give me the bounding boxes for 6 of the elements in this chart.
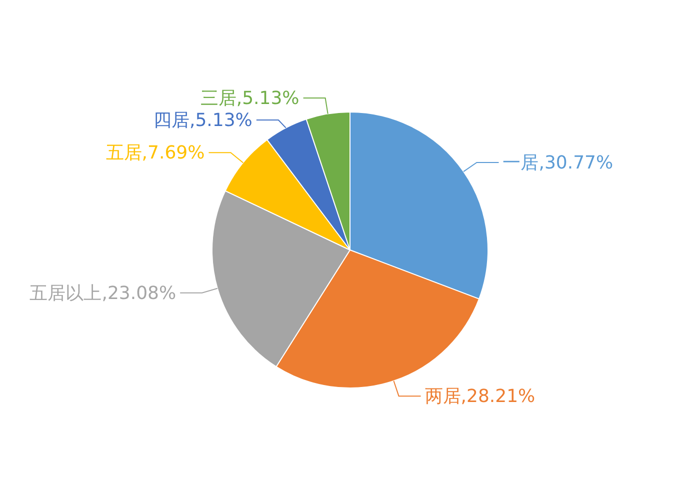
slice-label: 五居,7.69% — [106, 142, 205, 164]
slice-label: 四居,5.13% — [154, 110, 252, 131]
slice-label: 五居以上,23.08% — [30, 282, 176, 304]
slice-label: 三居,5.13% — [200, 88, 300, 109]
slice-label: 一居,30.77% — [502, 152, 614, 174]
slice-label: 两居,28.21% — [424, 386, 536, 408]
